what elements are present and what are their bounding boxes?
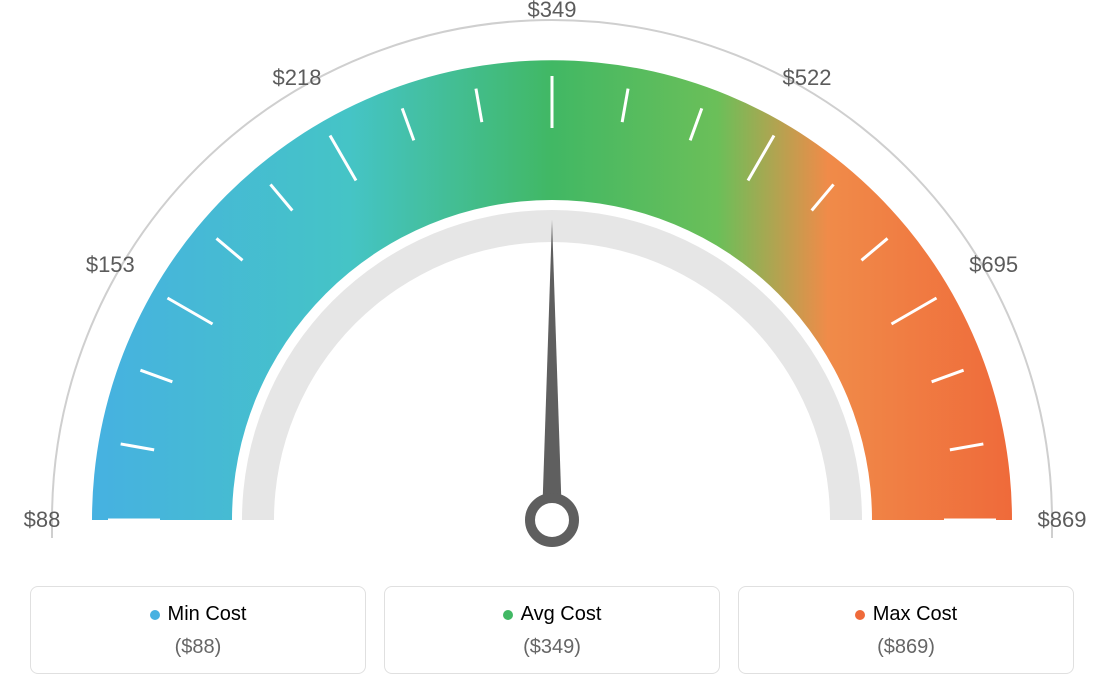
legend-avg-value: ($349) (397, 636, 707, 659)
tick-label: $349 (528, 0, 577, 23)
tick-label: $695 (969, 252, 1018, 278)
tick-label: $153 (86, 252, 135, 278)
legend-avg-title: Avg Cost (397, 603, 707, 626)
cost-gauge-widget: { "gauge": { "type": "gauge", "cx": 552,… (0, 0, 1104, 690)
gauge-area: $88 $153 $218 $349 $522 $695 $869 (0, 0, 1104, 560)
tick-label: $218 (273, 65, 322, 91)
legend-max-title-text: Max Cost (873, 603, 957, 625)
tick-label: $522 (783, 65, 832, 91)
legend-min: Min Cost ($88) (30, 586, 366, 674)
legend-max-dot (855, 610, 865, 620)
legend-min-title: Min Cost (43, 603, 353, 626)
legend-avg: Avg Cost ($349) (384, 586, 720, 674)
legend-max-value: ($869) (751, 636, 1061, 659)
legend-avg-dot (503, 610, 513, 620)
legend-min-dot (150, 610, 160, 620)
tick-label: $869 (1038, 507, 1087, 533)
tick-label: $88 (24, 507, 61, 533)
legend-max-title: Max Cost (751, 603, 1061, 626)
gauge-svg (0, 0, 1104, 560)
legend-min-value: ($88) (43, 636, 353, 659)
legend-max: Max Cost ($869) (738, 586, 1074, 674)
legend-row: Min Cost ($88) Avg Cost ($349) Max Cost … (0, 586, 1104, 674)
legend-min-title-text: Min Cost (168, 603, 247, 625)
legend-avg-title-text: Avg Cost (521, 603, 602, 625)
